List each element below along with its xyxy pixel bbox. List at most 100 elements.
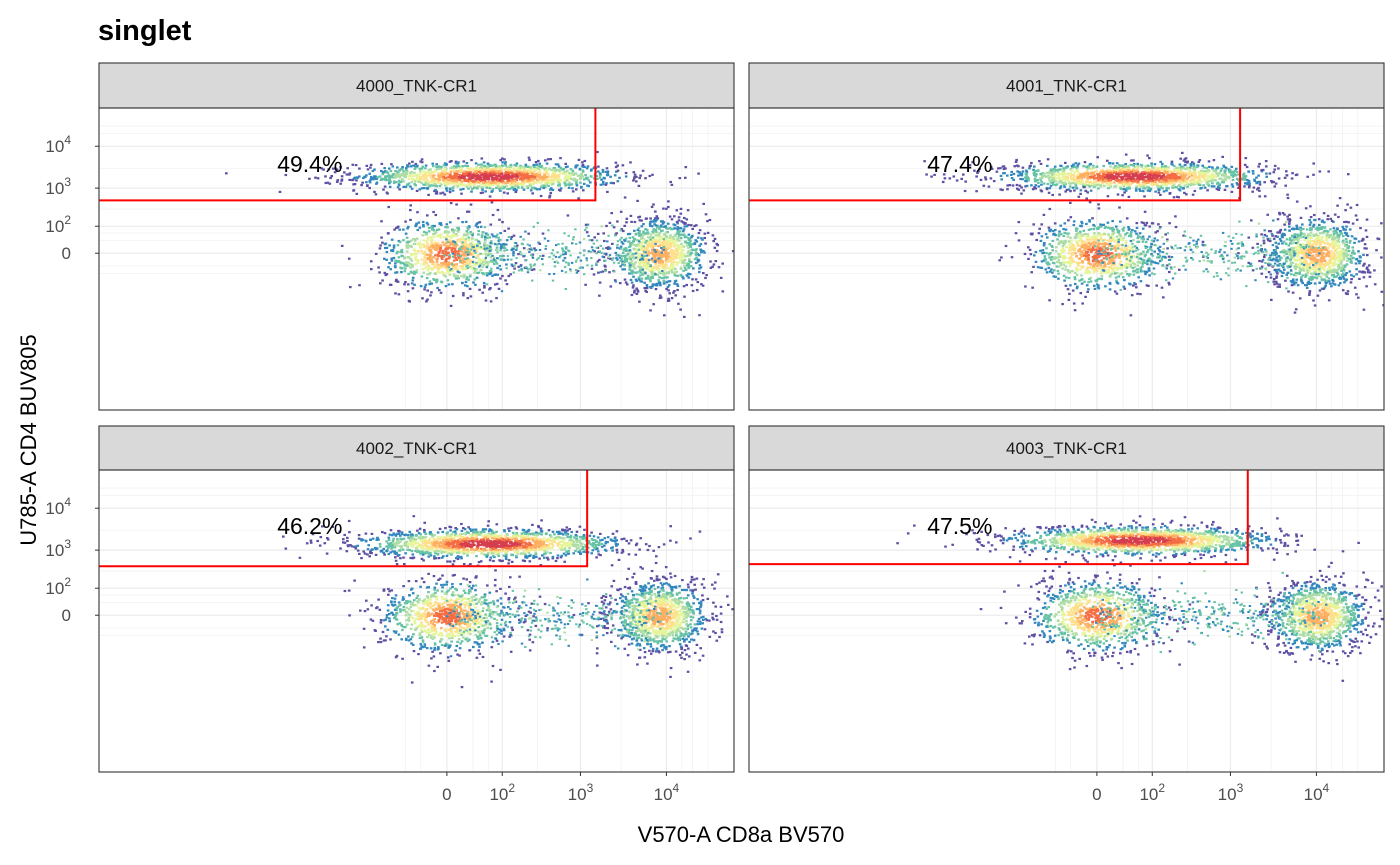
density-cell bbox=[646, 251, 650, 254]
density-cell bbox=[1069, 172, 1072, 175]
density-cell bbox=[695, 248, 698, 251]
density-cell bbox=[624, 171, 628, 175]
density-cell bbox=[647, 245, 650, 248]
density-cell bbox=[477, 174, 480, 177]
density-cell bbox=[485, 272, 488, 275]
density-cell bbox=[539, 269, 542, 272]
density-cell bbox=[548, 167, 551, 170]
density-cell bbox=[533, 166, 536, 169]
density-cell bbox=[460, 245, 463, 248]
density-cell bbox=[386, 172, 390, 175]
density-cell bbox=[459, 182, 463, 185]
density-cell bbox=[1257, 186, 1260, 190]
density-cell bbox=[634, 261, 637, 264]
density-cell bbox=[523, 173, 526, 176]
density-cell bbox=[675, 263, 679, 266]
density-cell bbox=[515, 189, 518, 192]
density-cell bbox=[430, 180, 433, 183]
density-cell bbox=[486, 247, 489, 250]
density-cell bbox=[477, 185, 480, 188]
density-cell bbox=[529, 184, 533, 187]
density-cell bbox=[552, 171, 555, 174]
density-cell bbox=[444, 248, 447, 251]
density-cell bbox=[447, 181, 451, 184]
density-cell bbox=[365, 174, 368, 177]
density-cell bbox=[1120, 171, 1124, 174]
density-cell bbox=[507, 227, 510, 230]
density-cell bbox=[1127, 195, 1131, 198]
density-cell bbox=[532, 176, 536, 179]
density-cell bbox=[473, 249, 476, 252]
density-cell bbox=[512, 188, 516, 191]
density-cell bbox=[590, 239, 594, 242]
density-cell bbox=[551, 249, 555, 252]
density-cell bbox=[1138, 178, 1141, 181]
density-cell bbox=[604, 183, 608, 186]
density-cell bbox=[426, 237, 430, 240]
density-cell bbox=[406, 256, 410, 259]
density-cell bbox=[416, 211, 419, 214]
density-cell bbox=[483, 226, 487, 229]
density-cell bbox=[455, 233, 458, 236]
density-cell bbox=[637, 252, 641, 255]
density-cell bbox=[1244, 182, 1247, 185]
density-cell bbox=[690, 251, 694, 254]
density-cell bbox=[669, 250, 672, 253]
density-cell bbox=[481, 291, 484, 294]
density-cell bbox=[461, 247, 465, 250]
density-cell bbox=[499, 249, 502, 252]
density-cell bbox=[451, 269, 455, 273]
density-cell bbox=[648, 269, 651, 272]
density-cell bbox=[681, 260, 685, 263]
density-cell bbox=[429, 254, 433, 257]
density-cell bbox=[1082, 183, 1085, 186]
density-cell bbox=[424, 283, 428, 286]
density-cell bbox=[1045, 188, 1049, 191]
density-cell bbox=[498, 168, 501, 171]
density-cell bbox=[1117, 175, 1121, 178]
density-cell bbox=[1088, 176, 1092, 179]
density-cell bbox=[431, 171, 434, 174]
density-cell bbox=[420, 249, 423, 252]
density-cell bbox=[540, 184, 544, 187]
density-cell bbox=[512, 167, 516, 170]
density-cell bbox=[630, 265, 634, 267]
density-cell bbox=[1185, 182, 1188, 185]
density-cell bbox=[1072, 165, 1075, 168]
density-cell bbox=[429, 236, 433, 239]
density-cell bbox=[434, 248, 438, 251]
density-cell bbox=[548, 196, 551, 199]
density-cell bbox=[1212, 169, 1216, 172]
density-cell bbox=[696, 253, 699, 256]
density-cell bbox=[467, 278, 470, 281]
density-cell bbox=[529, 166, 533, 169]
density-cell bbox=[598, 258, 601, 261]
density-cell bbox=[1070, 182, 1073, 185]
density-cell bbox=[650, 270, 654, 273]
density-cell bbox=[388, 176, 391, 179]
density-cell bbox=[672, 239, 676, 242]
density-cell bbox=[565, 179, 569, 182]
density-cell bbox=[1140, 165, 1144, 168]
density-cell bbox=[675, 247, 678, 250]
density-cell bbox=[584, 174, 587, 177]
density-cell bbox=[437, 235, 441, 238]
density-cell bbox=[561, 242, 564, 245]
density-cell bbox=[409, 218, 412, 221]
density-cell bbox=[681, 256, 685, 259]
density-cell bbox=[407, 272, 410, 276]
density-cell bbox=[381, 241, 384, 244]
density-cell bbox=[421, 234, 425, 237]
density-cell bbox=[1277, 177, 1281, 180]
density-cell bbox=[498, 180, 502, 183]
density-cell bbox=[577, 158, 581, 161]
density-cell bbox=[1277, 167, 1280, 170]
density-cell bbox=[1168, 180, 1171, 183]
density-cell bbox=[645, 239, 648, 242]
facet-strip-label: 4000_TNK-CR1 bbox=[356, 77, 477, 96]
density-cell bbox=[1139, 172, 1143, 175]
density-cell bbox=[699, 243, 703, 246]
density-cell bbox=[543, 174, 546, 177]
density-cell bbox=[449, 269, 452, 272]
density-cell bbox=[1171, 182, 1175, 185]
